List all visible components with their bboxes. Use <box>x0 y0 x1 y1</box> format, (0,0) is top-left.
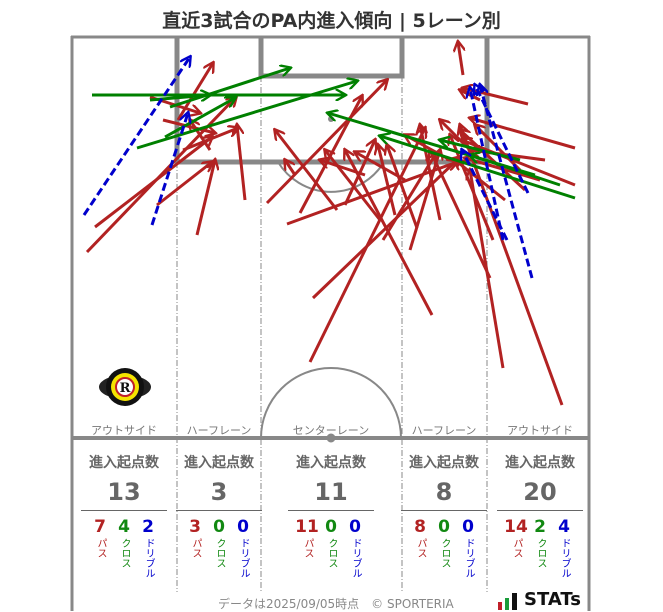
pass-arrow <box>286 162 457 226</box>
lane-stats: 進入起点数 11 11 パス 0 クロス 0 ドリブル <box>288 452 374 578</box>
pass-arrow <box>195 160 215 236</box>
dribble-count: 2 ドリブル <box>142 517 154 578</box>
team-crest-logo: R <box>99 368 151 406</box>
entry-arrows <box>82 42 576 406</box>
penalty-area <box>174 36 490 165</box>
chart-title: 直近3試合のPA内進入傾向 | 5レーン別 <box>162 10 501 32</box>
pass-arrow <box>325 150 382 221</box>
cross-arrow <box>164 98 235 139</box>
dribble-count: 0 ドリブル <box>349 517 361 578</box>
cross-count: 4 クロス <box>118 517 130 568</box>
penalty-arc <box>277 161 385 193</box>
dribble-arrow <box>475 85 530 194</box>
cross-arrow <box>380 136 576 200</box>
stat-total: 20 <box>523 478 557 506</box>
lane-label-left-halfspace: ハーフレーン <box>186 424 252 437</box>
cross-count: 0 クロス <box>213 517 225 568</box>
stat-total: 8 <box>435 478 453 506</box>
dribble-arrow <box>470 88 505 241</box>
pass-arrow <box>94 137 212 229</box>
stat-heading: 進入起点数 <box>296 455 366 471</box>
dribble-count: 0 ドリブル <box>462 517 474 578</box>
stat-divider <box>288 510 374 511</box>
cross-arrow <box>440 140 521 162</box>
stat-heading: 進入起点数 <box>505 455 575 471</box>
pass-arrow <box>408 150 440 251</box>
cross-count: 0 クロス <box>325 517 337 568</box>
pass-arrow <box>275 130 339 211</box>
pass-arrow <box>470 118 576 150</box>
cross-arrow <box>136 81 357 150</box>
dribble-arrow <box>462 150 509 241</box>
pass-arrow <box>156 162 212 207</box>
stat-total: 13 <box>107 478 141 506</box>
lane-stats: 進入起点数 8 8 パス 0 クロス 0 ドリブル <box>401 452 487 578</box>
cross-arrow <box>470 155 561 187</box>
stat-heading: 進入起点数 <box>409 455 479 471</box>
stat-heading: 進入起点数 <box>89 455 159 471</box>
brand-text: STATs <box>524 589 581 610</box>
lane-stats: 進入起点数 3 3 パス 0 クロス 0 ドリブル <box>176 452 262 578</box>
pass-count: 14 パス <box>504 517 528 558</box>
lane-stats: 進入起点数 13 7 パス 4 クロス 2 ドリブル <box>81 452 167 578</box>
stats-brand-logo: STATs <box>498 590 581 610</box>
pass-arrow <box>285 160 297 176</box>
pitch-lines <box>70 35 591 611</box>
pass-arrow <box>320 160 366 177</box>
penalty-spot <box>328 116 334 122</box>
center-circle <box>260 367 402 439</box>
pass-arrow <box>237 125 247 201</box>
svg-text:R: R <box>120 381 131 396</box>
lane-stats: 進入起点数 20 14 パス 2 クロス 4 ドリブル <box>497 452 583 578</box>
center-spot <box>326 433 336 443</box>
goal-area <box>258 36 405 79</box>
pass-arrow <box>458 42 463 76</box>
dribble-arrow <box>480 85 534 279</box>
cross-count: 0 クロス <box>438 517 450 568</box>
dribble-arrow <box>82 57 190 216</box>
lane-dividers <box>176 76 488 592</box>
dribble-count: 4 ドリブル <box>558 517 570 578</box>
lane-label-right-outside: アウトサイド <box>507 424 573 437</box>
pass-arrow <box>381 155 435 241</box>
pass-arrow <box>190 120 212 151</box>
pass-count: 8 パス <box>414 517 426 558</box>
pass-arrow <box>460 125 564 406</box>
stat-heading: 進入起点数 <box>184 455 254 471</box>
stat-total: 11 <box>314 478 348 506</box>
pass-count: 7 パス <box>94 517 106 558</box>
pass-count: 3 パス <box>189 517 201 558</box>
pass-arrow <box>378 145 397 216</box>
lane-label-right-halfspace: ハーフレーン <box>411 424 477 437</box>
pass-arrow <box>387 145 419 229</box>
stat-divider <box>176 510 262 511</box>
pass-count: 11 パス <box>295 517 319 558</box>
stat-divider <box>497 510 583 511</box>
pass-arrow <box>430 150 492 279</box>
stat-total: 3 <box>210 478 228 506</box>
pass-arrow <box>265 80 387 205</box>
cross-count: 2 クロス <box>534 517 546 568</box>
lane-label-left-outside: アウトサイド <box>91 424 157 437</box>
dribble-arrow <box>150 113 188 226</box>
pass-arrow <box>182 128 238 152</box>
dribble-count: 0 ドリブル <box>237 517 249 578</box>
stat-divider <box>81 510 167 511</box>
pass-arrow <box>455 160 506 202</box>
footer-note: データは2025/09/05時点 © SPORTERIA <box>218 597 454 611</box>
cross-arrow <box>169 68 290 109</box>
stat-divider <box>401 510 487 511</box>
lane-label-center: センターレーン <box>292 424 370 437</box>
